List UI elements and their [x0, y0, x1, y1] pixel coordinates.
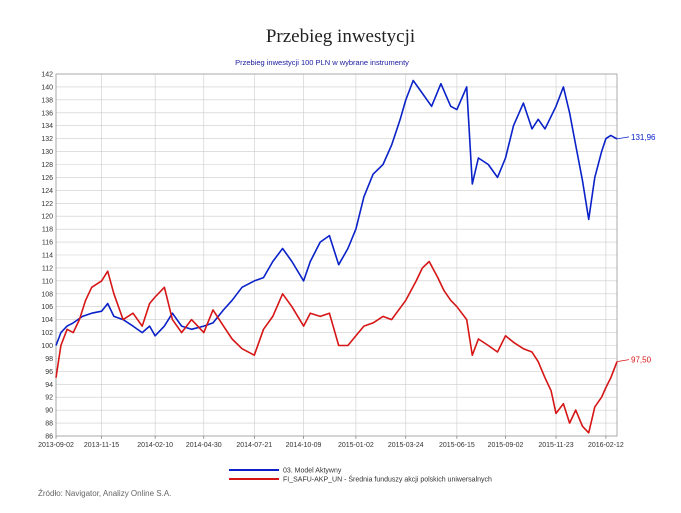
- y-tick-label: 104: [41, 317, 53, 324]
- x-tick-label: 2014-02-10: [137, 442, 173, 449]
- page-title: Przebieg inwestycji: [265, 26, 416, 47]
- y-tick-label: 122: [41, 201, 53, 208]
- y-tick-label: 88: [45, 421, 53, 428]
- grid-lines: [55, 73, 617, 437]
- y-tick-label: 96: [45, 369, 53, 376]
- legend-entry: 03. Model Aktywny: [283, 468, 342, 475]
- x-tick-label: 2015-01-02: [338, 442, 374, 449]
- x-tick-label: 2013-11-15: [84, 442, 119, 449]
- x-tick-label: 2013-09-02: [38, 442, 74, 449]
- x-tick-label: 2014-07-21: [236, 442, 272, 449]
- y-tick-label: 110: [42, 278, 53, 285]
- y-tick-label: 128: [41, 162, 53, 169]
- y-tick-label: 100: [41, 343, 53, 350]
- legend-entry: FI_SAFU-AKP_UN - Średnia funduszy akcji …: [283, 475, 492, 484]
- y-tick-label: 142: [41, 72, 53, 79]
- x-tick-label: 2015-09-02: [488, 442, 524, 449]
- y-tick-label: 114: [42, 253, 53, 260]
- series-line-2: [55, 260, 618, 434]
- y-tick-label: 126: [41, 175, 53, 182]
- end-label-leader: [616, 136, 630, 140]
- y-tick-label: 132: [41, 136, 53, 143]
- y-tick-label: 98: [45, 356, 53, 363]
- y-tick-label: 108: [41, 291, 53, 298]
- end-value-label: 131,96: [631, 133, 656, 142]
- x-tick-label: 2015-03-24: [388, 442, 424, 449]
- chart-subtitle: Przebieg inwestycji 100 PLN w wybrane in…: [235, 58, 409, 67]
- x-tick-label: 2015-11-23: [538, 442, 573, 449]
- plot-frame: [55, 73, 618, 437]
- y-tick-label: 116: [42, 240, 53, 247]
- y-tick-label: 92: [45, 395, 53, 402]
- y-tick-label: 94: [45, 382, 53, 389]
- series-lines: [55, 79, 618, 434]
- end-value-label: 97,50: [631, 356, 652, 365]
- y-tick-label: 112: [42, 265, 53, 272]
- x-tick-label: 2016-02-12: [588, 442, 624, 449]
- x-tick-label: 2014-04-30: [186, 442, 222, 449]
- y-tick-label: 118: [42, 227, 53, 234]
- y-tick-label: 138: [41, 97, 53, 104]
- y-tick-label: 120: [41, 214, 53, 221]
- y-tick-label: 140: [41, 84, 53, 91]
- y-tick-label: 102: [41, 330, 53, 337]
- x-tick-label: 2014-10-09: [286, 442, 322, 449]
- end-label-leader: [616, 359, 630, 363]
- end-value-labels: 131,96 97,50: [616, 133, 656, 365]
- y-tick-label: 86: [45, 434, 53, 441]
- y-tick-label: 130: [41, 149, 53, 156]
- y-tick-label: 106: [41, 304, 53, 311]
- y-tick-label: 136: [41, 110, 53, 117]
- y-tick-label: 124: [41, 188, 53, 195]
- axes: 86 88 90 92 94 96 98 100 102 104 106 108 110 112 114 11…: [38, 72, 624, 450]
- series-line-1: [55, 79, 618, 346]
- y-tick-label: 90: [45, 408, 53, 415]
- y-tick-label: 134: [41, 123, 53, 130]
- x-tick-label: 2015-06-15: [439, 442, 475, 449]
- source-note: Źródło: Navigator, Analizy Online S.A.: [38, 489, 172, 498]
